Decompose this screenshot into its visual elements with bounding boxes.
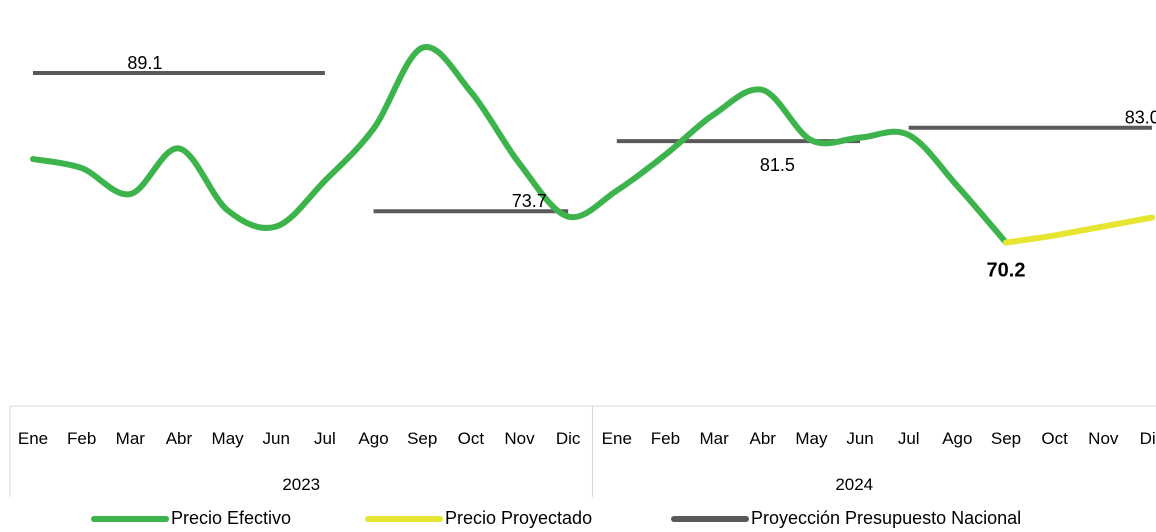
month-tick-label: Feb <box>651 429 680 448</box>
legend-label: Proyección Presupuesto Nacional <box>751 508 1022 528</box>
budget-value-label: 89.1 <box>127 53 162 73</box>
legend-swatch-green <box>91 515 169 522</box>
month-tick-label: Jul <box>314 429 336 448</box>
legend-item-precio-proyectado: Precio Proyectado <box>365 505 592 532</box>
budget-value-label: 81.5 <box>760 155 795 175</box>
legend-item-precio-efectivo: Precio Efectivo <box>91 505 291 532</box>
month-tick-label: Feb <box>67 429 96 448</box>
month-tick-label: Dic <box>1140 429 1156 448</box>
month-tick-label: Jun <box>263 429 290 448</box>
month-tick-label: Ago <box>358 429 388 448</box>
budget-value-label: 73.7 <box>512 191 547 211</box>
month-tick-label: Abr <box>166 429 193 448</box>
legend: Precio Efectivo Precio Proyectado Proyec… <box>0 505 1156 532</box>
month-tick-label: Dic <box>556 429 581 448</box>
month-tick-label: Ene <box>602 429 632 448</box>
legend-item-proyeccion-presupuesto: Proyección Presupuesto Nacional <box>671 505 1021 532</box>
month-tick-label: Oct <box>458 429 485 448</box>
month-tick-label: May <box>795 429 828 448</box>
year-label: 2024 <box>835 475 873 494</box>
legend-label: Precio Efectivo <box>171 508 292 528</box>
month-tick-label: Abr <box>750 429 777 448</box>
legend-label: Precio Proyectado <box>445 508 593 528</box>
month-tick-label: Jul <box>898 429 920 448</box>
month-tick-label: Nov <box>1088 429 1119 448</box>
year-label: 2023 <box>282 475 320 494</box>
month-tick-label: Mar <box>116 429 146 448</box>
month-tick-label: Ene <box>18 429 48 448</box>
month-tick-label: Jun <box>846 429 873 448</box>
x-axis: Ene Feb Mar Abr May Jun Jul Ago Sep Oct Nov Dic Ene F… <box>9 405 1156 497</box>
month-tick-label: Oct <box>1041 429 1068 448</box>
budget-value-label: 83.0 <box>1125 108 1156 128</box>
month-tick-label: Nov <box>504 429 535 448</box>
last-value-label: 70.2 <box>987 260 1026 282</box>
data-labels-layer: 89.1 73.7 81.5 83.0 70.2 <box>127 53 1156 282</box>
month-tick-label: Sep <box>407 429 437 448</box>
precio-efectivo-line <box>30 44 1009 246</box>
budget-projection-layer <box>33 70 1152 214</box>
legend-swatch-gray <box>671 515 749 522</box>
month-tick-label: Ago <box>942 429 972 448</box>
precio-proyectado-line <box>1003 214 1155 246</box>
month-tick-label: May <box>212 429 245 448</box>
month-tick-label: Mar <box>699 429 729 448</box>
month-tick-label: Sep <box>991 429 1021 448</box>
price-lines-layer <box>30 44 1155 246</box>
legend-swatch-yellow <box>365 515 443 522</box>
